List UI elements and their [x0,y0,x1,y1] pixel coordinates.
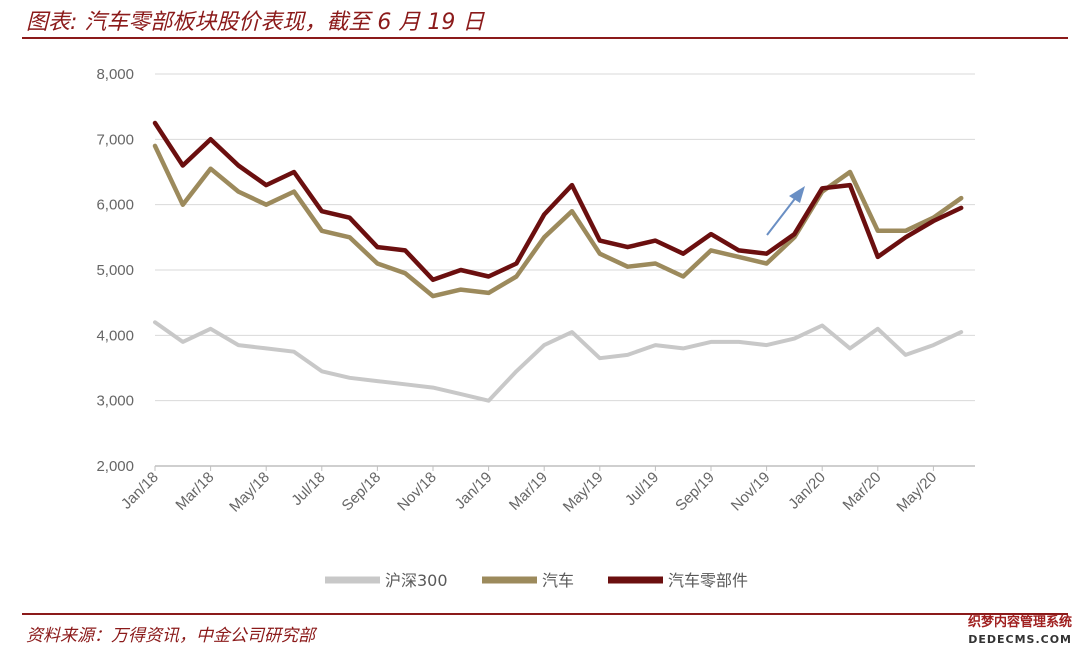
watermark-line1: 织梦内容管理系统 [967,615,1072,630]
x-axis-ticks: Jan/18 Mar/18 May/18 Jul/18 Sep/18 Nov/18 Jan/… [118,466,940,516]
x-tick-label: May/18 [226,469,273,516]
y-tick-label: 3,000 [96,393,134,410]
legend-label: 汽车零部件 [668,571,748,590]
x-tick-label: Nov/18 [394,469,440,515]
chart-title: 图表: 汽车零部板块股价表现，截至 6 月 19 日 [26,10,485,35]
x-tick-label: May/19 [560,469,607,516]
watermark: 织梦内容管理系统 DEDECMS.COM [968,614,1072,648]
x-tick-label: Jan/19 [452,469,496,513]
watermark-line2: DEDECMS.COM [968,633,1072,646]
series-lines [152,120,964,403]
legend: 沪深300 汽车 汽车零部件 [325,571,748,590]
x-tick-label: Sep/18 [339,469,385,515]
legend-label: 汽车 [542,571,574,590]
x-tick-label: Jul/18 [288,469,328,509]
gridlines [155,73,975,402]
x-tick-label: Mar/20 [840,469,885,514]
source-rule [22,613,1068,615]
x-tick-label: Mar/18 [172,469,217,514]
legend-label: 沪深300 [385,571,448,590]
x-tick-label: Nov/19 [728,469,774,515]
y-axis-ticks: 2,000 3,000 4,000 5,000 6,000 7,000 8,000 [96,66,134,475]
y-tick-label: 8,000 [96,66,134,83]
trend-arrow-shaft [766,195,798,236]
y-tick-label: 2,000 [96,458,134,475]
x-tick-label: Mar/19 [506,469,551,514]
y-tick-label: 6,000 [96,197,134,214]
x-tick-label: Jan/20 [785,469,829,513]
x-tick-label: Jan/18 [118,469,162,513]
source-note: 资料来源：万得资讯，中金公司研究部 [26,626,315,646]
y-tick-label: 4,000 [96,327,134,344]
x-tick-label: Jul/19 [622,469,662,509]
y-tick-label: 7,000 [96,131,134,148]
series-line [152,143,964,299]
x-tick-label: Sep/19 [672,469,718,515]
series-line [152,120,964,283]
title-rule [22,37,1068,39]
line-chart: 2,000 3,000 4,000 5,000 6,000 7,000 8,000 Jan/… [96,66,975,590]
y-tick-label: 5,000 [96,262,134,279]
series-line [153,320,964,403]
annotations [766,186,805,236]
x-tick-label: May/20 [893,469,940,516]
trend-arrow-head [789,186,805,203]
